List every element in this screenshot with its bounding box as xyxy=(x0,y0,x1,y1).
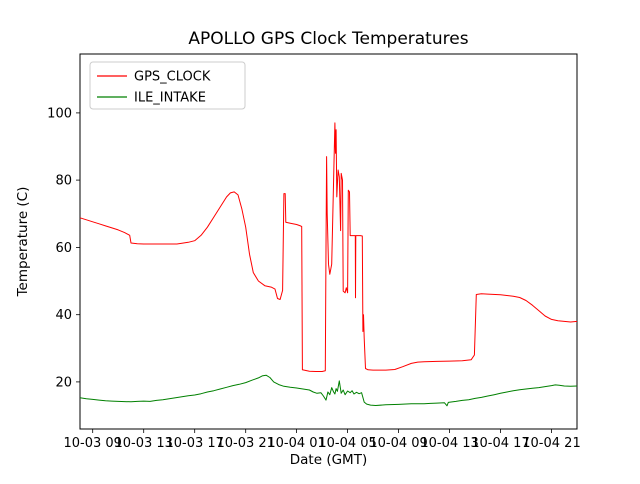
legend: GPS_CLOCK ILE_INTAKE xyxy=(89,61,246,110)
series-line-ile-intake xyxy=(79,374,578,407)
legend-label-ile-intake: ILE_INTAKE xyxy=(134,91,206,106)
x-tick-label: 10-04 17 xyxy=(471,436,529,451)
x-tick-label: 10-04 05 xyxy=(318,436,376,451)
y-tick-label: 80 xyxy=(55,174,72,189)
y-tick-label: 100 xyxy=(47,106,72,121)
plot-area xyxy=(79,53,578,430)
x-tick-label: 10-04 01 xyxy=(267,436,325,451)
x-tick-label: 10-03 21 xyxy=(216,436,274,451)
x-tick-label: 10-04 13 xyxy=(420,436,478,451)
legend-label-gps-clock: GPS_CLOCK xyxy=(134,70,211,85)
legend-box xyxy=(89,61,246,110)
x-tick-label: 10-03 13 xyxy=(114,436,172,451)
x-tick-label: 10-04 21 xyxy=(522,436,580,451)
x-tick-label: 10-03 09 xyxy=(63,436,121,451)
chart-title: APOLLO GPS Clock Temperatures xyxy=(188,29,468,49)
y-tick-label: 40 xyxy=(55,308,72,323)
y-tick-label: 20 xyxy=(55,375,72,390)
y-axis-label: Temperature (C) xyxy=(15,187,31,298)
x-tick-label: 10-03 17 xyxy=(165,436,223,451)
x-axis-label: Date (GMT) xyxy=(290,452,367,468)
y-tick-label: 60 xyxy=(55,241,72,256)
series-group xyxy=(79,122,578,407)
x-tick-label: 10-04 09 xyxy=(369,436,427,451)
series-line-gps-clock xyxy=(79,122,578,372)
